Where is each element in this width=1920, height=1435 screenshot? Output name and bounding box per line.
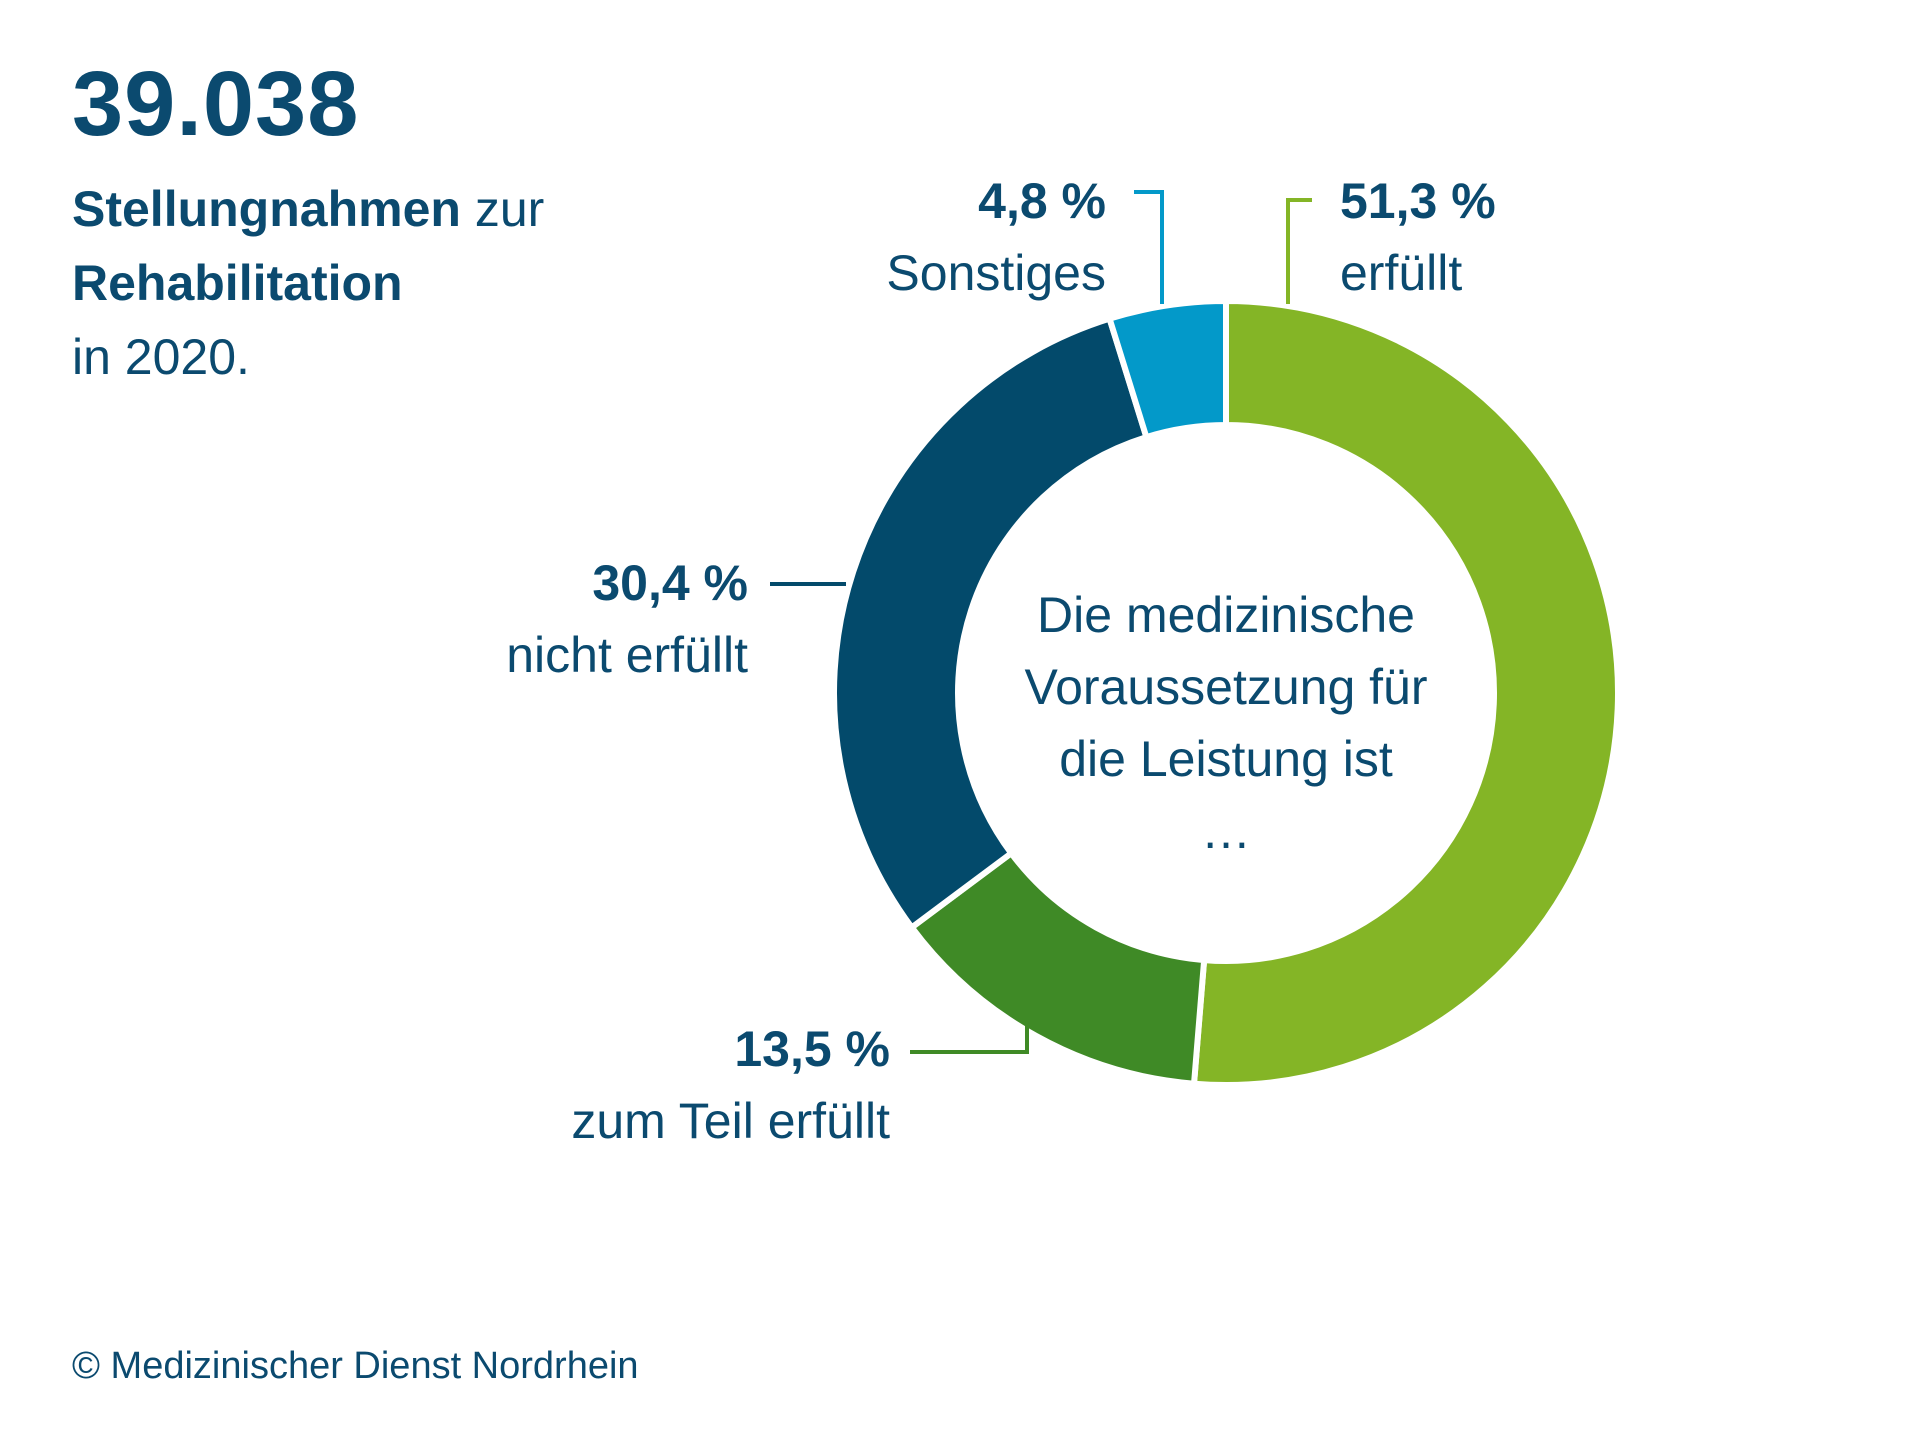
label-zum-teil-erfuellt: 13,5 % zum Teil erfüllt xyxy=(571,1018,1029,1149)
subtitle-bold-2: Rehabilitation xyxy=(72,255,403,311)
slice-erfuellt xyxy=(1190,297,1621,1088)
subtitle: Stellungnahmen zur Rehabilitation in 202… xyxy=(72,172,632,394)
leader-line-sonstiges xyxy=(1134,190,1164,304)
center-text-line-4: … xyxy=(1201,803,1251,859)
label-sonstiges: 4,8 % Sonstiges xyxy=(886,173,1164,304)
leader-line-zum-teil-erfuellt xyxy=(910,1018,1029,1054)
label-nicht-erfuellt: 30,4 % nicht erfüllt xyxy=(506,555,846,683)
slice-sonstiges xyxy=(1105,297,1229,441)
category-label-erfuellt: erfüllt xyxy=(1340,245,1462,301)
slice-nicht-erfuellt xyxy=(831,314,1151,932)
copyright: © Medizinischer Dienst Nordrhein xyxy=(72,1345,639,1387)
category-label-sonstiges: Sonstiges xyxy=(886,245,1106,301)
category-label-nicht-erfuellt: nicht erfüllt xyxy=(506,627,748,683)
subtitle-text-1: zur xyxy=(460,181,545,237)
total-count: 39.038 xyxy=(72,53,360,155)
value-label-nicht-erfuellt: 30,4 % xyxy=(592,555,748,611)
category-label-zum-teil-erfuellt: zum Teil erfüllt xyxy=(571,1093,890,1149)
center-text-line-2: Voraussetzung für xyxy=(1024,659,1427,715)
label-erfuellt: 51,3 % erfüllt xyxy=(1286,173,1496,304)
center-text-line-1: Die medizinische xyxy=(1037,587,1415,643)
value-label-erfuellt: 51,3 % xyxy=(1340,173,1496,229)
value-label-sonstiges: 4,8 % xyxy=(978,173,1106,229)
subtitle-bold-1: Stellungnahmen xyxy=(72,181,461,237)
value-label-zum-teil-erfuellt: 13,5 % xyxy=(734,1021,890,1077)
subtitle-text-2: in 2020. xyxy=(72,329,250,385)
center-text: Die medizinische Voraussetzung für die L… xyxy=(1024,587,1427,859)
center-text-line-3: die Leistung ist xyxy=(1059,731,1393,787)
leader-line-erfuellt xyxy=(1286,198,1312,304)
